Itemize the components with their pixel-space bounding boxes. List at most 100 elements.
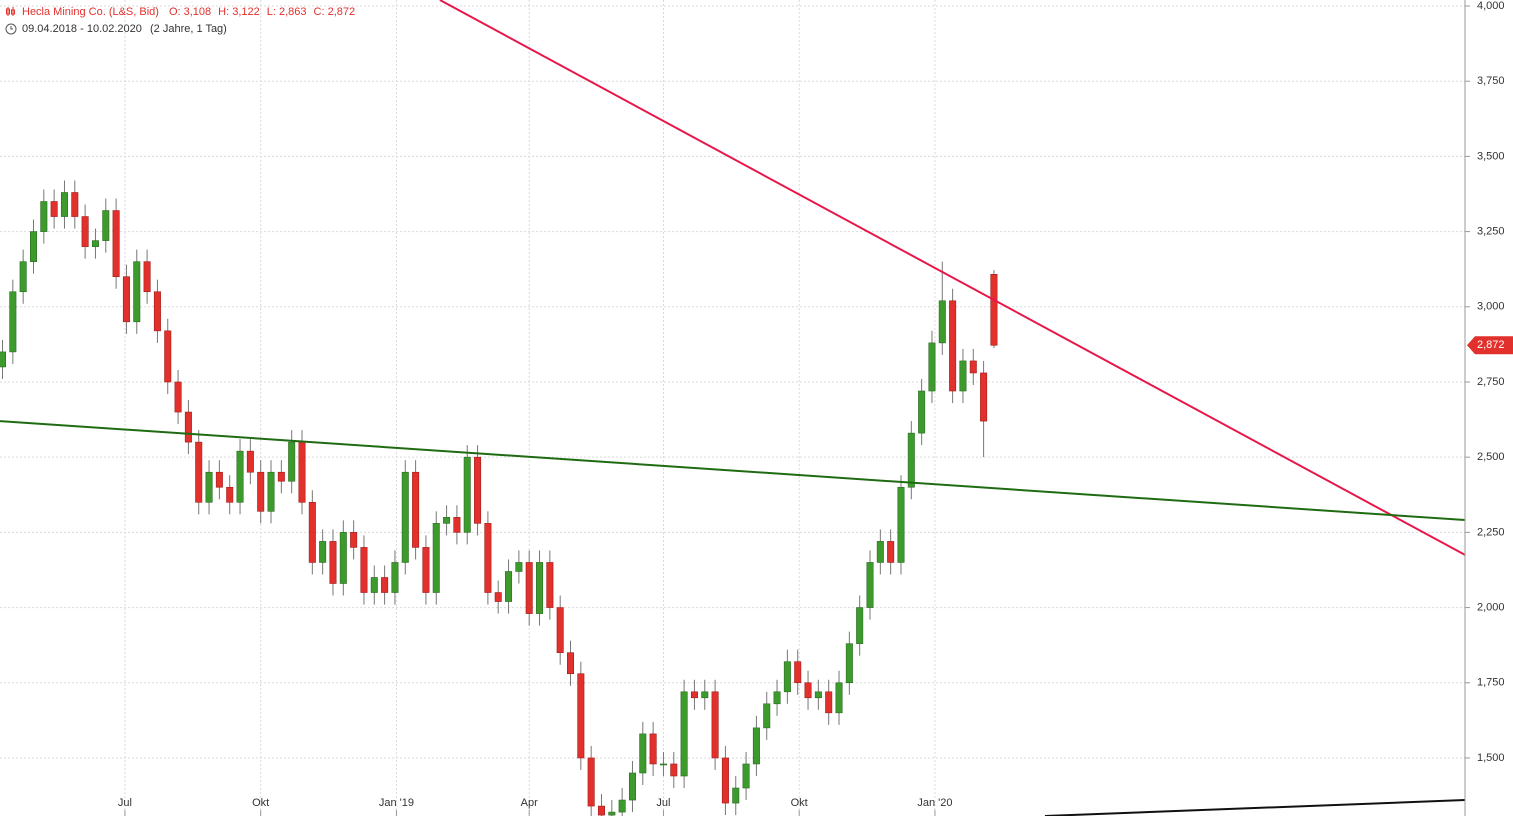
clock-icon <box>5 23 17 35</box>
grid: Jul Okt Jan '19 Apr Jul Okt Jan '20 <box>0 0 1465 816</box>
x-tick-label: Jul <box>118 797 132 809</box>
candle-body <box>763 703 771 729</box>
y-tick-label: 1,500 <box>1477 752 1505 764</box>
y-tick-label: 3,500 <box>1477 150 1505 162</box>
candle-body <box>381 577 389 593</box>
candle-body <box>308 501 316 563</box>
candle-body <box>236 450 244 503</box>
candle-body <box>277 471 285 482</box>
y-tick-label: 3,000 <box>1477 301 1505 313</box>
candle-body <box>670 763 678 777</box>
candle-body <box>804 682 812 699</box>
candle-body <box>732 787 740 804</box>
candle-body <box>298 441 306 503</box>
candle-body <box>288 441 296 482</box>
header-part: H: 3,122 <box>218 6 260 18</box>
candle-body <box>711 691 719 759</box>
header-part: L: 2,863 <box>267 6 307 18</box>
candle-body <box>918 390 926 434</box>
candle-body <box>422 547 430 593</box>
y-tick-label: 2,500 <box>1477 451 1505 463</box>
candle-body <box>628 772 636 801</box>
candle-body <box>29 231 37 262</box>
candle-body <box>195 441 203 503</box>
candle-body <box>484 523 492 593</box>
x-tick-label: Jan '20 <box>917 797 952 809</box>
y-tick-label: 2,250 <box>1477 526 1505 538</box>
candle-body <box>184 411 192 443</box>
x-tick-label: Jul <box>656 797 670 809</box>
candle-body <box>856 607 864 644</box>
y-tick-label: 3,750 <box>1477 75 1505 87</box>
candle-body <box>597 805 605 816</box>
candle-body <box>659 763 667 766</box>
candle-body <box>515 562 523 572</box>
candle-body <box>494 592 502 602</box>
candle-body <box>0 351 7 368</box>
candle-body <box>783 661 791 693</box>
candle-body <box>773 691 781 705</box>
trend-line <box>0 420 1465 522</box>
header: Hecla Mining Co. (L&S, Bid) O: 3,108 H: 3,… <box>5 6 355 35</box>
candle-body <box>174 381 182 413</box>
candle-body <box>814 691 822 699</box>
candle-body <box>319 541 327 563</box>
candle-body <box>226 486 234 503</box>
y-axis: 1,500 1,750 2,000 2,250 2,500 2,750 3,000 3,250… <box>1465 0 1513 764</box>
candle-body <box>794 661 802 684</box>
candle-body <box>742 763 750 789</box>
candle-body <box>928 342 936 392</box>
y-tick-label: 2,750 <box>1477 376 1505 388</box>
y-tick-label: 3,250 <box>1477 226 1505 238</box>
candle-body <box>143 261 151 293</box>
candle-body <box>133 261 141 323</box>
candle-body <box>639 733 647 774</box>
last-price-label: 2,872 <box>1477 339 1505 351</box>
candle-body <box>876 541 884 563</box>
candle-body <box>938 300 946 344</box>
candle-body <box>122 276 130 323</box>
candle-body <box>40 201 48 232</box>
candle-icon <box>6 7 15 16</box>
candle-body <box>536 562 544 614</box>
candle-body <box>50 201 58 217</box>
candle-body <box>752 727 760 765</box>
candle-body <box>112 210 120 278</box>
period: (2 Jahre, 1 Tag) <box>150 23 227 35</box>
y-tick-label: 1,750 <box>1477 677 1505 689</box>
header-line: Hecla Mining Co. (L&S, Bid) O: 3,108 H: 3,… <box>22 6 355 18</box>
candle-body <box>701 691 709 699</box>
candle-body <box>391 562 399 593</box>
candle-body <box>474 456 482 524</box>
candle-body <box>866 562 874 608</box>
candle-body <box>959 360 967 392</box>
plot-area <box>0 0 1465 816</box>
candle-body <box>463 456 471 533</box>
candle-body <box>453 517 461 533</box>
candle-body <box>9 291 17 353</box>
candle-body <box>990 274 998 346</box>
candle-body <box>71 192 79 217</box>
candle-body <box>432 523 440 593</box>
candle-body <box>153 291 161 332</box>
candle-body <box>401 471 409 563</box>
candle-body <box>907 432 915 488</box>
candle-body <box>60 192 68 217</box>
last-price-tag <box>1467 336 1513 355</box>
candle-body <box>690 691 698 699</box>
candle-body <box>980 372 988 422</box>
candle-body <box>587 757 595 807</box>
candle-body <box>567 652 575 675</box>
candle-body <box>443 517 451 524</box>
date-range: 09.04.2018 - 10.02.2020 <box>22 23 142 35</box>
header-part: C: 2,872 <box>314 6 356 18</box>
candle-body <box>81 216 89 247</box>
candle-body <box>608 811 616 816</box>
header-part: O: 3,108 <box>169 6 211 18</box>
candle-body <box>267 471 275 512</box>
candle-body <box>949 300 957 392</box>
candle-body <box>339 532 347 584</box>
candle-body <box>360 547 368 593</box>
